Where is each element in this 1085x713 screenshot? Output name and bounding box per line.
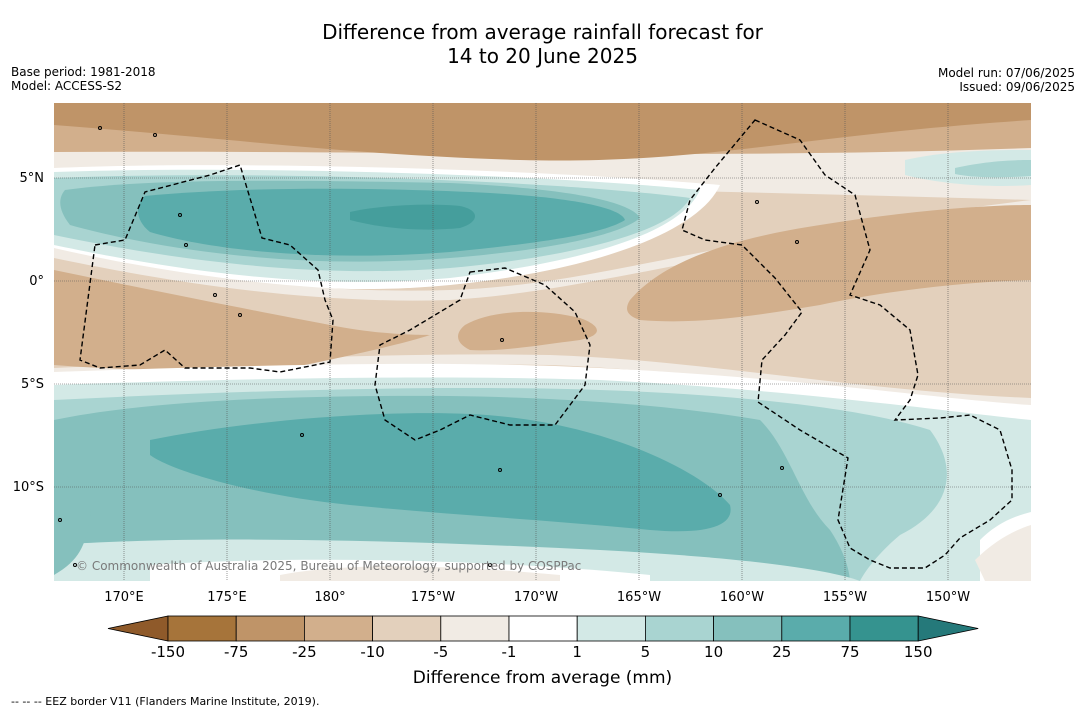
colorbar-segment-2 xyxy=(303,615,373,642)
band-north-dark xyxy=(54,103,1031,161)
band-south-25 xyxy=(150,413,731,532)
colorbar-segment-0 xyxy=(167,615,237,642)
colorbar-tick-label: -150 xyxy=(150,643,186,661)
colorbar-tick-label: -5 xyxy=(433,643,449,661)
colorbar-tick-label: -1 xyxy=(501,643,517,661)
colorbar-tick-label: -10 xyxy=(360,643,385,661)
lon-label-175w: 175°W xyxy=(410,590,456,605)
colorbar-tick-label: 150 xyxy=(903,643,933,661)
colorbar-tick-label: 1 xyxy=(572,643,582,661)
band-central-dry-mid xyxy=(458,311,597,351)
title-line-1: Difference from average rainfall forecas… xyxy=(322,20,763,44)
island-outlines xyxy=(58,126,799,567)
colorbar-tick-label: 5 xyxy=(640,643,651,661)
colorbar-tick-label: 75 xyxy=(840,643,860,661)
colorbar xyxy=(107,615,979,642)
lat-label-10s: 10°S xyxy=(12,480,44,495)
lon-label-170e: 170°E xyxy=(104,590,144,605)
map-panel xyxy=(54,103,1031,581)
colorbar-segment-10 xyxy=(849,615,919,642)
eez-phoenix xyxy=(374,267,591,441)
eez-footnote: -- -- -- EEZ border V11 (Flanders Marine… xyxy=(11,695,320,708)
colorbar-segment-6 xyxy=(576,615,646,642)
colorbar-segment-7 xyxy=(645,615,715,642)
colorbar-segment-1 xyxy=(235,615,305,642)
colorbar-tick-label: -75 xyxy=(223,643,249,661)
colorbar-under-arrow xyxy=(107,615,169,642)
lat-label-5s: 5°S xyxy=(20,377,44,392)
graticule xyxy=(54,103,1031,581)
model-name: Model: ACCESS-S2 xyxy=(11,79,123,93)
lat-label-0: 0° xyxy=(29,274,44,289)
lon-label-160w: 160°W xyxy=(719,590,765,605)
lon-label-150w: 150°W xyxy=(925,590,971,605)
map-title: Difference from average rainfall forecas… xyxy=(0,20,1085,68)
colorbar-tick-label: 10 xyxy=(704,643,724,661)
lon-label-175e: 175°E xyxy=(207,590,247,605)
colorbar-over-arrow xyxy=(917,615,979,642)
colorbar-tick-label: 25 xyxy=(772,643,792,661)
lon-label-180: 180° xyxy=(314,590,346,605)
band-west-edge-light xyxy=(54,470,91,575)
colorbar-title: Difference from average (mm) xyxy=(412,668,673,688)
eez-line-islands xyxy=(681,119,1013,569)
lon-label-165w: 165°W xyxy=(616,590,662,605)
colorbar-segment-4 xyxy=(440,615,510,642)
eez-borders xyxy=(79,119,1013,569)
copyright-text: © Commonwealth of Australia 2025, Bureau… xyxy=(76,559,582,573)
colorbar-segment-9 xyxy=(781,615,851,642)
band-east-mid xyxy=(955,160,1031,178)
lat-label-5n: 5°N xyxy=(19,171,45,186)
band-central-dry-west xyxy=(54,270,430,371)
colorbar-segment-5 xyxy=(508,615,578,642)
lon-label-170w: 170°W xyxy=(513,590,559,605)
eez-kiribati-gilberts xyxy=(79,164,334,373)
colorbar-segment-8 xyxy=(713,615,783,642)
band-south-bottom-pale xyxy=(280,566,560,581)
band-central-dry-east xyxy=(627,205,1031,322)
band-eq-75 xyxy=(350,204,475,230)
band-north-light xyxy=(54,138,1031,200)
lon-label-155w: 155°W xyxy=(822,590,868,605)
colorbar-segment-3 xyxy=(372,615,442,642)
band-southeast-pale xyxy=(975,525,1031,581)
colorbar-tick-label: -25 xyxy=(292,643,317,661)
issued-date: Issued: 09/06/2025 xyxy=(959,80,1075,94)
base-period: Base period: 1981-2018 xyxy=(11,65,156,79)
model-run: Model run: 07/06/2025 xyxy=(937,66,1075,80)
meta-left: Base period: 1981-2018 Model: ACCESS-S2 xyxy=(11,65,156,93)
title-line-2: 14 to 20 June 2025 xyxy=(447,44,638,68)
meta-right: Model run: 07/06/2025 Issued: 09/06/2025 xyxy=(938,66,1075,94)
